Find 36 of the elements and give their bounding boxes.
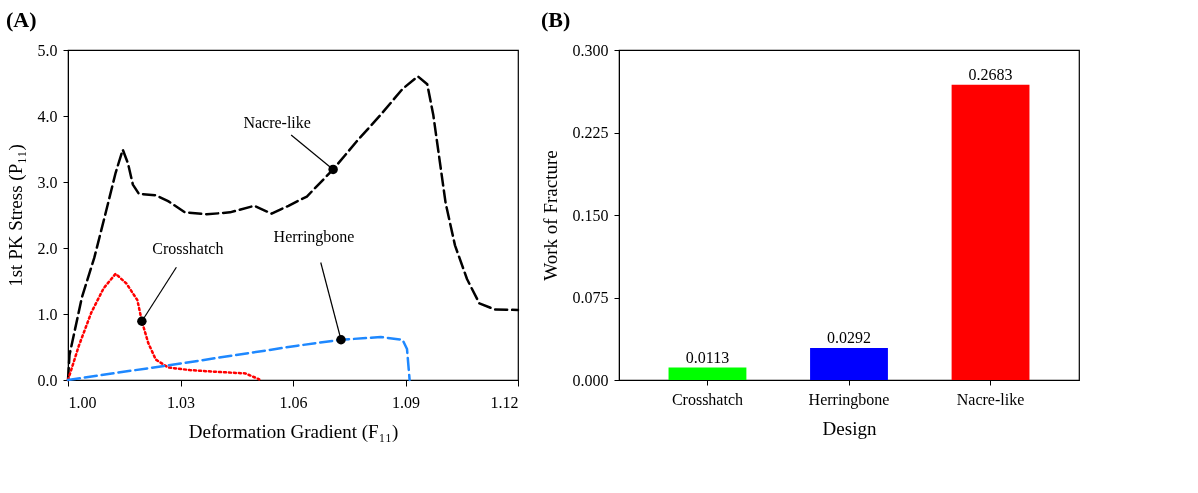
bar — [668, 367, 747, 380]
y-tick-label: 0.225 — [572, 124, 609, 141]
y-tick-label: 0.075 — [572, 289, 609, 306]
bar — [951, 84, 1030, 380]
y-tick-label: 1.0 — [37, 305, 58, 323]
y-tick-label: 0.0 — [37, 371, 58, 389]
chart-title: (B) — [541, 7, 571, 32]
data-label: 0.2683 — [968, 65, 1013, 83]
x-axis-title: Design — [822, 417, 877, 439]
data-label: 0.0292 — [827, 328, 871, 346]
y-tick-label: 0.000 — [572, 371, 609, 389]
x-tick-label: Herringbone — [808, 390, 890, 409]
annotation: Nacre-like — [243, 114, 311, 132]
line-series — [66, 272, 261, 382]
x-tick-label: Nacre-like — [956, 390, 1025, 408]
annotation: Crosshatch — [152, 240, 224, 258]
line-series — [66, 335, 411, 382]
x-tick-label: 1.03 — [167, 393, 195, 411]
x-tick-label: 1.12 — [490, 393, 519, 411]
x-tick-label: Crosshatch — [671, 390, 744, 408]
y-tick-label: 0.300 — [572, 41, 609, 59]
y-tick-label: 5.0 — [37, 41, 58, 59]
y-axis-title: Work of Fracture — [539, 150, 561, 281]
data-label: 0.0113 — [685, 348, 730, 366]
y-tick-label: 0.150 — [572, 206, 609, 224]
chart-title: (A) — [6, 7, 37, 32]
y-tick-label: 4.0 — [37, 107, 58, 125]
y-tick-label: 2.0 — [37, 239, 58, 257]
x-tick-label: 1.00 — [68, 393, 97, 411]
x-tick-label: 1.09 — [392, 393, 420, 411]
y-axis-title: 1st PK Stress (P₁₁) — [4, 144, 27, 287]
x-axis-title: Deformation Gradient (F₁₁) — [188, 420, 399, 443]
y-tick-label: 3.0 — [37, 173, 58, 191]
x-tick-label: 1.06 — [279, 393, 308, 411]
annotation: Herringbone — [273, 227, 355, 246]
bar — [810, 347, 888, 380]
